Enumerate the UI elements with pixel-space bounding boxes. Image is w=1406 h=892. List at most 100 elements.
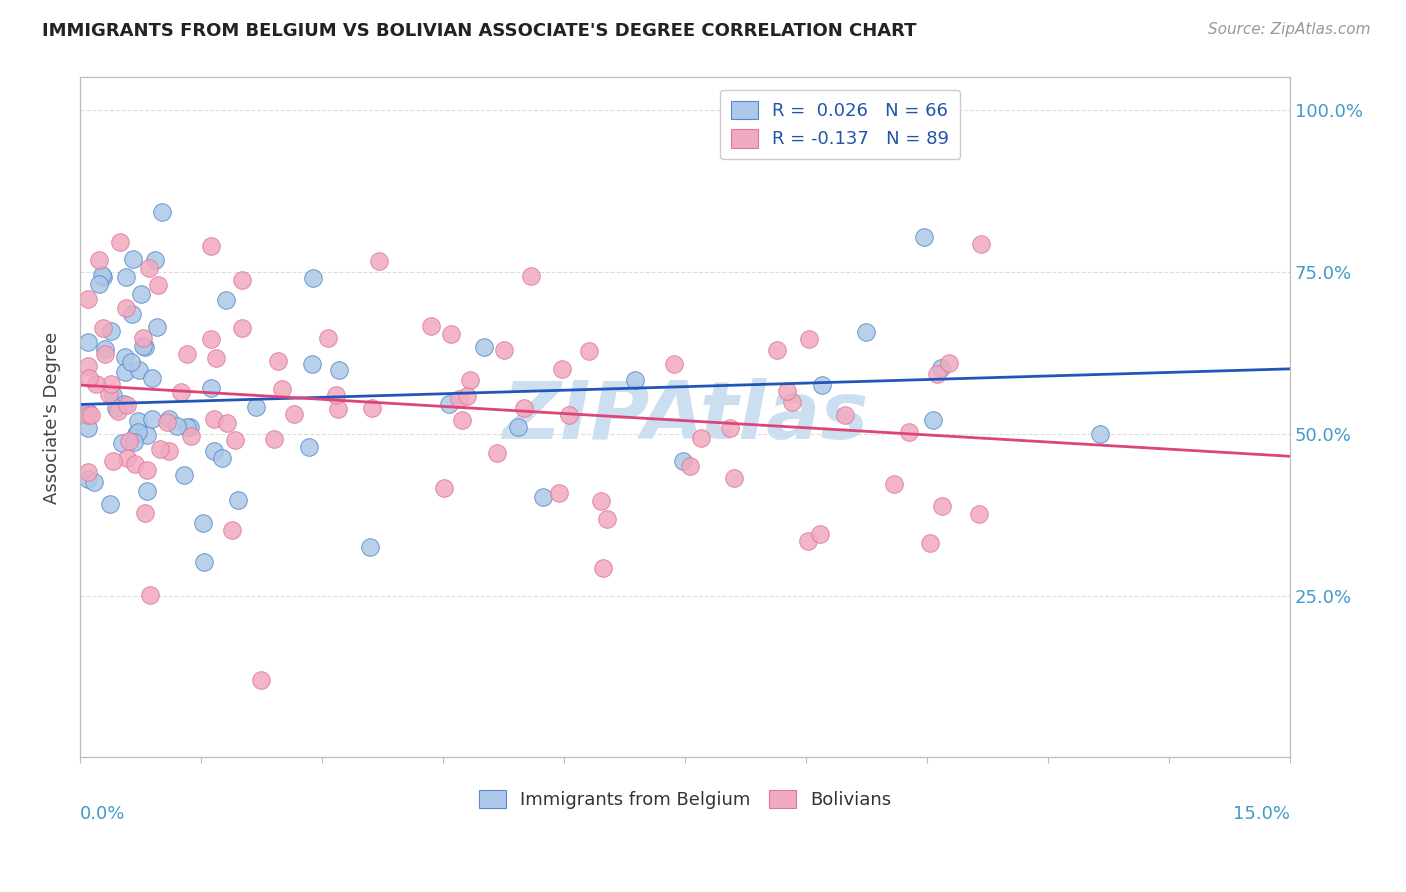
Point — [115, 450, 138, 465]
Text: 15.0%: 15.0% — [1233, 805, 1291, 823]
Point — [797, 533, 820, 548]
Point — [180, 429, 202, 443]
Point — [267, 354, 290, 368]
Point — [115, 301, 138, 315]
Point — [271, 382, 294, 396]
Point — [124, 457, 146, 471]
Point — [624, 373, 647, 387]
Point — [810, 377, 832, 392]
Point — [176, 346, 198, 360]
Point — [458, 373, 481, 387]
Point — [215, 416, 238, 430]
Point — [433, 481, 456, 495]
Point — [87, 253, 110, 268]
Point — [108, 235, 131, 249]
Point — [359, 540, 381, 554]
Point — [929, 361, 952, 376]
Point — [898, 425, 921, 440]
Point — [79, 408, 101, 422]
Point — [146, 320, 169, 334]
Point — [456, 389, 478, 403]
Point — [967, 507, 990, 521]
Text: 0.0%: 0.0% — [80, 805, 125, 823]
Point — [883, 477, 905, 491]
Point — [136, 428, 159, 442]
Point — [141, 370, 163, 384]
Point — [531, 490, 554, 504]
Point — [1088, 427, 1111, 442]
Point — [298, 440, 321, 454]
Point — [77, 371, 100, 385]
Point — [485, 446, 508, 460]
Point — [91, 268, 114, 282]
Point — [148, 277, 170, 292]
Point — [193, 555, 215, 569]
Point — [191, 516, 214, 530]
Point — [449, 392, 471, 407]
Point — [808, 527, 831, 541]
Point — [166, 419, 188, 434]
Point — [918, 536, 941, 550]
Point — [94, 347, 117, 361]
Point — [157, 443, 180, 458]
Point — [205, 351, 228, 366]
Point — [361, 401, 384, 416]
Point — [111, 436, 134, 450]
Point — [439, 397, 461, 411]
Point — [135, 463, 157, 477]
Point — [132, 331, 155, 345]
Point — [91, 270, 114, 285]
Point — [202, 444, 225, 458]
Point — [221, 523, 243, 537]
Point — [249, 673, 271, 687]
Point — [101, 387, 124, 401]
Point — [149, 442, 172, 457]
Point — [97, 387, 120, 401]
Point — [325, 388, 347, 402]
Point — [103, 454, 125, 468]
Point — [141, 412, 163, 426]
Point — [200, 332, 222, 346]
Point — [921, 413, 943, 427]
Point — [202, 412, 225, 426]
Point — [105, 401, 128, 416]
Point — [138, 261, 160, 276]
Point — [77, 405, 100, 419]
Point — [591, 494, 613, 508]
Point — [690, 431, 713, 445]
Point — [925, 368, 948, 382]
Point — [77, 335, 100, 350]
Point — [170, 385, 193, 400]
Point — [550, 361, 572, 376]
Point — [776, 384, 799, 399]
Text: IMMIGRANTS FROM BELGIUM VS BOLIVIAN ASSOCIATE'S DEGREE CORRELATION CHART: IMMIGRANTS FROM BELGIUM VS BOLIVIAN ASSO… — [42, 22, 917, 40]
Point — [547, 486, 569, 500]
Point — [136, 484, 159, 499]
Legend: Immigrants from Belgium, Bolivians: Immigrants from Belgium, Bolivians — [471, 782, 898, 816]
Point — [77, 408, 100, 422]
Point — [114, 365, 136, 379]
Point — [596, 512, 619, 526]
Point — [84, 377, 107, 392]
Point — [150, 205, 173, 219]
Point — [122, 434, 145, 449]
Point — [855, 325, 877, 339]
Point — [263, 432, 285, 446]
Point — [77, 359, 100, 373]
Point — [834, 409, 856, 423]
Point — [215, 293, 238, 308]
Point — [931, 499, 953, 513]
Point — [368, 253, 391, 268]
Point — [115, 270, 138, 285]
Point — [118, 434, 141, 448]
Point — [139, 588, 162, 602]
Point — [664, 357, 686, 371]
Point — [100, 324, 122, 338]
Point — [328, 363, 350, 377]
Point — [120, 355, 142, 369]
Y-axis label: Associate's Degree: Associate's Degree — [44, 331, 60, 504]
Point — [91, 321, 114, 335]
Text: Source: ZipAtlas.com: Source: ZipAtlas.com — [1208, 22, 1371, 37]
Point — [143, 252, 166, 267]
Point — [176, 420, 198, 434]
